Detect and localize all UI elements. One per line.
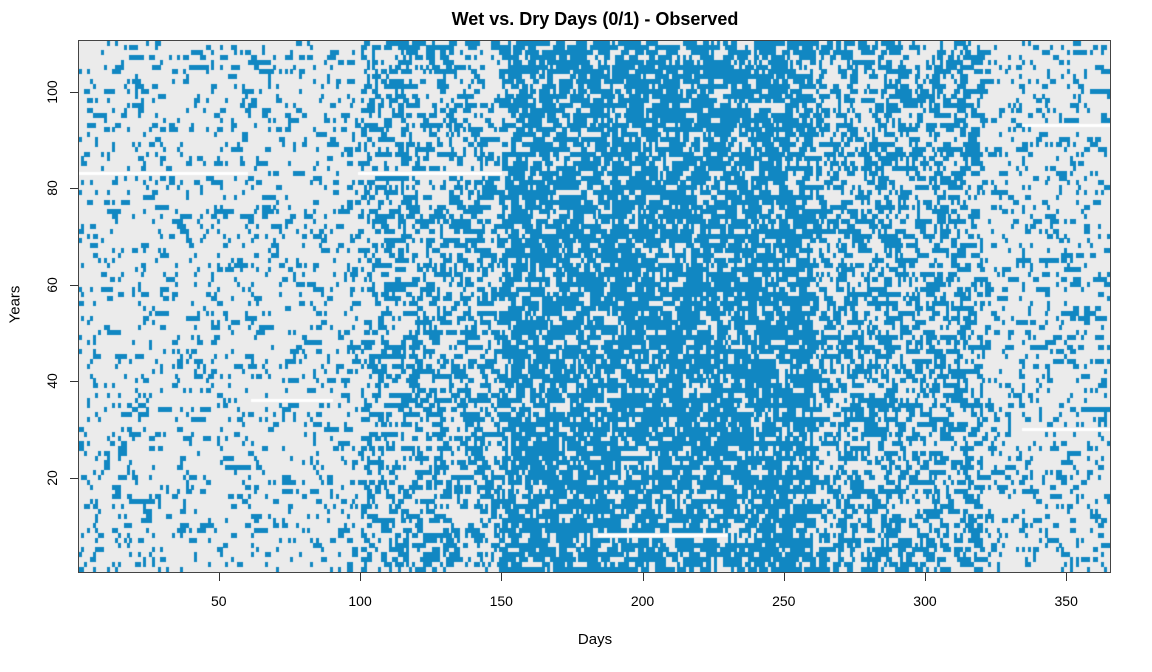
x-tick-label: 250 [772, 593, 796, 609]
x-axis-label: Days [577, 631, 613, 648]
y-tick-80 [70, 188, 78, 190]
x-tick-350 [1066, 573, 1068, 581]
x-tick-200 [642, 573, 644, 581]
y-tick-label: 40 [44, 373, 60, 390]
x-tick-300 [924, 573, 926, 581]
x-tick-100 [360, 573, 362, 581]
x-tick-label: 50 [211, 593, 227, 609]
y-tick-label: 80 [44, 180, 60, 197]
y-tick-40 [70, 381, 78, 383]
y-tick-20 [70, 477, 78, 479]
x-tick-label: 100 [348, 593, 372, 609]
x-tick-label: 350 [1054, 593, 1078, 609]
x-tick-label: 150 [489, 593, 513, 609]
y-tick-label: 60 [44, 276, 60, 293]
y-tick-100 [70, 91, 78, 93]
x-tick-label: 200 [630, 593, 655, 609]
y-tick-label: 100 [44, 80, 60, 104]
plot-area [78, 40, 1111, 573]
heatmap-cells [79, 41, 1110, 572]
x-tick-250 [783, 573, 785, 581]
y-tick-label: 20 [44, 470, 60, 486]
x-tick-label: 300 [913, 593, 937, 609]
x-tick-150 [501, 573, 503, 581]
y-tick-60 [70, 284, 78, 286]
x-tick-50 [218, 573, 220, 581]
y-axis-label: Years [6, 285, 24, 324]
chart-title: Wet vs. Dry Days (0/1) - Observed [451, 9, 739, 29]
